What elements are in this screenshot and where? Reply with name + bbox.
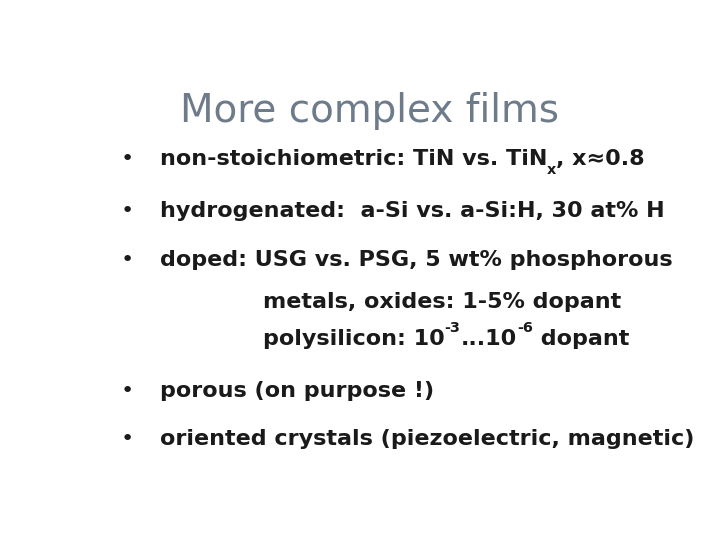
Text: x: x <box>547 163 557 177</box>
Text: •: • <box>121 200 134 220</box>
Text: More complex films: More complex films <box>179 92 559 130</box>
Text: -6: -6 <box>517 321 533 335</box>
Text: •: • <box>121 381 134 401</box>
Text: ...10: ...10 <box>461 329 517 349</box>
Text: -3: -3 <box>445 321 461 335</box>
Text: •: • <box>121 429 134 449</box>
Text: porous (on purpose !): porous (on purpose !) <box>160 381 434 401</box>
Text: hydrogenated:  a-Si vs. a-Si:H, 30 at% H: hydrogenated: a-Si vs. a-Si:H, 30 at% H <box>160 200 665 220</box>
Text: , x≈0.8: , x≈0.8 <box>557 148 645 168</box>
Text: metals, oxides: 1-5% dopant: metals, oxides: 1-5% dopant <box>263 292 621 312</box>
Text: non-stoichiometric: TiN vs. TiN: non-stoichiometric: TiN vs. TiN <box>160 148 547 168</box>
Text: dopant: dopant <box>533 329 629 349</box>
Text: doped: USG vs. PSG, 5 wt% phosphorous: doped: USG vs. PSG, 5 wt% phosphorous <box>160 251 672 271</box>
Text: •: • <box>121 251 134 271</box>
Text: •: • <box>121 148 134 168</box>
Text: oriented crystals (piezoelectric, magnetic): oriented crystals (piezoelectric, magnet… <box>160 429 694 449</box>
Text: polysilicon: 10: polysilicon: 10 <box>263 329 445 349</box>
